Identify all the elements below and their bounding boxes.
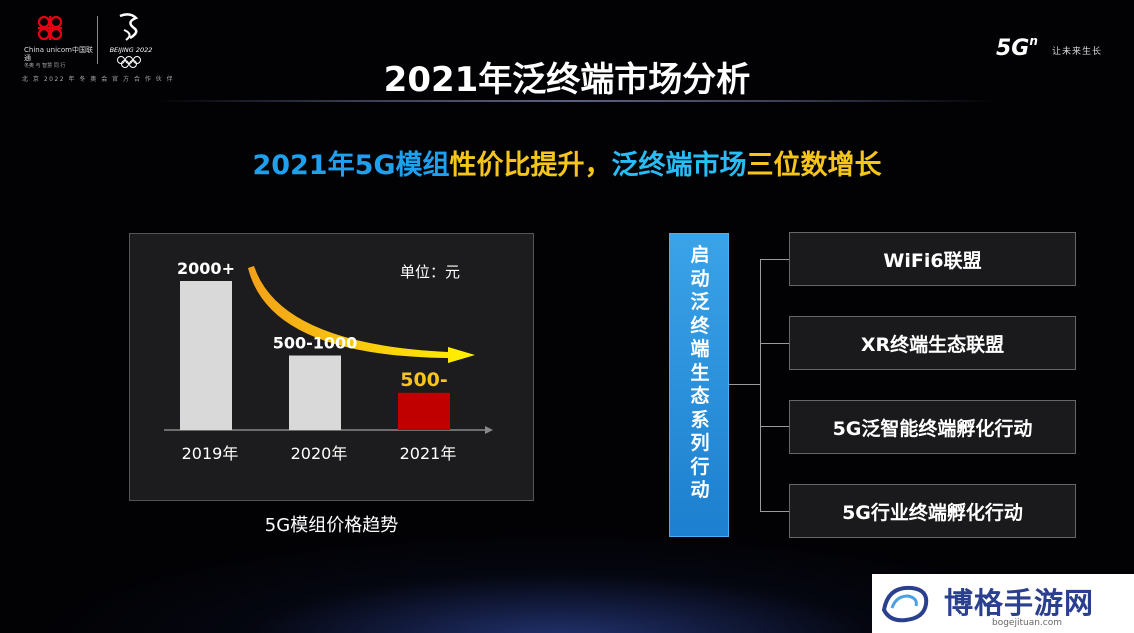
ecosystem-label-char: 端 <box>690 338 710 360</box>
ecosystem-label-char: 终 <box>690 314 710 337</box>
x-tick-label-2: 2021年 <box>400 444 457 463</box>
ecosystem-label-char: 态 <box>690 385 710 407</box>
ecosystem-label-char: 生 <box>690 361 710 384</box>
subtitle-part-4: 三位数增长 <box>746 150 882 181</box>
ecosystem-label-char: 泛 <box>690 291 710 313</box>
subtitle-part-3: 泛终端市场 <box>611 150 747 181</box>
trend-arrow <box>248 266 475 363</box>
beijing-logo-text: BEIJING 2022 <box>110 46 153 54</box>
x-tick-label-0: 2019年 <box>182 444 239 463</box>
bar-0 <box>180 281 232 430</box>
connector-4 <box>760 511 789 512</box>
price-trend-chart: 单位：元 2000+ 2019年 500-1000 2020年 500- 2021年 <box>164 259 493 463</box>
bar-data-label-1: 500-1000 <box>273 334 358 353</box>
bar-data-label-0: 2000+ <box>177 259 235 278</box>
unicom-logo-text: China unicom中国联通 冬奥 与 智慧 同 行 <box>24 46 93 69</box>
ecosystem-label-char: 系 <box>690 408 710 431</box>
ecosystem-item-5g-industry: 5G行业终端孵化行动 <box>789 484 1076 538</box>
brand-5g: 5Gn <box>996 34 1038 61</box>
chart-caption: 5G模组价格趋势 <box>264 515 399 536</box>
ecosystem-item-xr: XR终端生态联盟 <box>789 316 1076 370</box>
subtitle-part-1: 2021年5G模组 <box>252 150 450 181</box>
bar-data-label-2: 500- <box>400 369 448 391</box>
watermark-name: 博格手游网 <box>944 586 1095 620</box>
ecosystem-label-box: 启动泛终端生态系列行动 <box>669 233 729 537</box>
subtitle: 2021年5G模组性价比提升，泛终端市场三位数增长 <box>0 143 1134 182</box>
bar-2 <box>398 392 450 430</box>
x-axis-arrow-icon <box>485 426 493 434</box>
logo-divider <box>97 16 98 64</box>
connector-2 <box>760 343 789 344</box>
chart-panel: 单位：元 2000+ 2019年 500-1000 2020年 500- 2021年 <box>129 233 534 501</box>
logo-slogan: 北 京 2022 年 冬 奥 会 官 方 合 作 伙 伴 <box>22 76 175 83</box>
watermark-logo-icon <box>881 585 929 623</box>
ecosystem-item-wifi6: WiFi6联盟 <box>789 232 1076 286</box>
beijing-2022-logo-icon: BEIJING 2022 <box>110 13 153 68</box>
ecosystem-item-5g-smart: 5G泛智能终端孵化行动 <box>789 400 1076 454</box>
ecosystem-label-char: 启 <box>690 244 710 266</box>
connector-3 <box>760 426 789 427</box>
page-title: 2021年泛终端市场分析 <box>383 60 751 100</box>
connector-1 <box>760 259 789 260</box>
bar-1 <box>289 355 341 430</box>
title-underline <box>155 100 995 102</box>
brand-slogan: 让未来生长 <box>1052 47 1103 57</box>
ecosystem-label: 启动泛终端生态系列行动 <box>670 244 730 503</box>
china-unicom-logo-icon <box>37 15 63 41</box>
ecosystem-label-char: 动 <box>690 267 710 290</box>
unit-label: 单位：元 <box>400 263 460 281</box>
watermark: 博格手游网 bogejituan.com <box>872 574 1134 633</box>
watermark-url: bogejituan.com <box>992 618 1063 628</box>
subtitle-part-2: 性价比提升， <box>449 150 612 181</box>
logo-area: China unicom中国联通 冬奥 与 智慧 同 行 BEIJING 202… <box>22 10 175 83</box>
ecosystem-label-char: 行 <box>690 455 710 478</box>
connector-trunk <box>760 259 761 512</box>
ecosystem-label-char: 动 <box>690 479 710 501</box>
ecosystem-label-char: 列 <box>690 432 710 454</box>
x-tick-label-1: 2020年 <box>291 444 348 463</box>
connector-main <box>729 384 760 385</box>
